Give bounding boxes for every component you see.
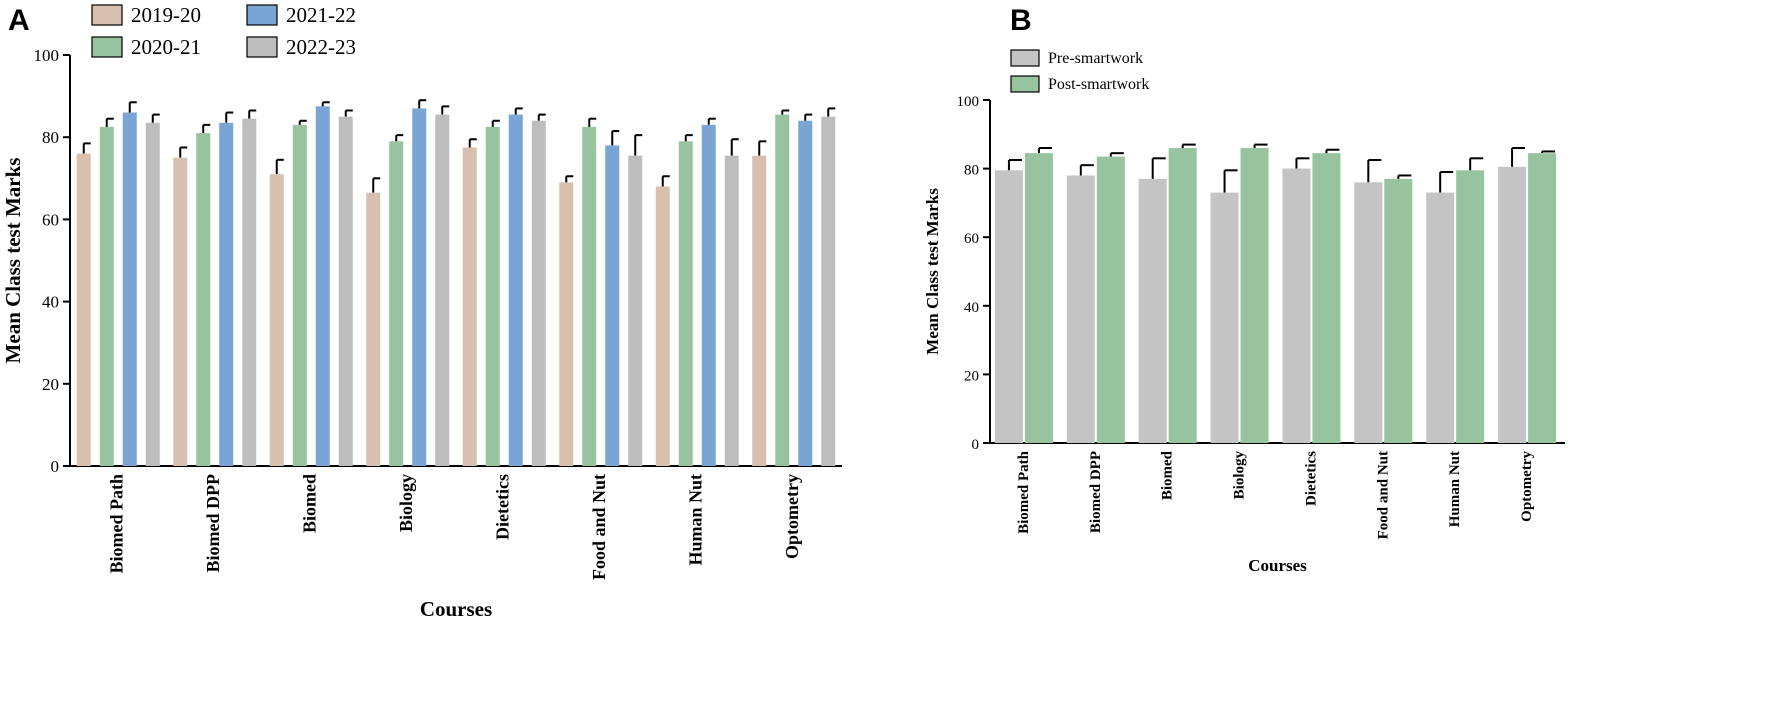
y-tick-label: 80 (42, 128, 59, 147)
bar (242, 118, 257, 466)
x-axis-title: Courses (1248, 556, 1307, 575)
bar (1354, 182, 1383, 443)
x-tick-label: Human Nut (1447, 451, 1463, 527)
bar (508, 114, 523, 466)
x-tick-label: Biomed (1160, 450, 1176, 500)
bar (1384, 178, 1413, 443)
legend-swatch (91, 36, 123, 58)
bar (366, 192, 381, 466)
x-tick-label: Biology (396, 474, 416, 532)
bar (1456, 170, 1485, 443)
bar (559, 182, 574, 466)
bar (315, 106, 330, 466)
bar (1282, 168, 1311, 443)
panel-label-a: A (8, 4, 30, 37)
bar (99, 126, 114, 467)
bar (338, 116, 353, 467)
legend-label: Pre-smartwork (1048, 50, 1143, 67)
bar (485, 126, 500, 467)
x-tick-label: Optometry (1519, 451, 1535, 522)
bar (1426, 192, 1455, 443)
legend-swatch (91, 4, 123, 26)
bar (76, 153, 91, 466)
y-tick-label: 60 (964, 231, 979, 247)
bar (412, 108, 427, 467)
bar (655, 186, 670, 466)
bar (1240, 148, 1269, 443)
x-tick-label: Dietetics (1303, 451, 1319, 506)
bar (389, 141, 404, 466)
legend-label: 2021-22 (286, 3, 356, 27)
x-tick-label: Biomed DPP (203, 474, 223, 573)
bar (122, 112, 137, 466)
bar (173, 157, 188, 466)
x-tick-label: Optometry (782, 474, 802, 559)
bar (292, 124, 307, 467)
bar (145, 122, 160, 466)
bar (821, 116, 836, 467)
bar (701, 124, 716, 467)
x-tick-label: Biomed Path (106, 474, 126, 574)
bar (531, 120, 546, 466)
y-tick-label: 100 (957, 94, 980, 110)
bar (269, 174, 284, 466)
legend-swatch (1010, 75, 1040, 93)
bar (1096, 156, 1125, 443)
bar (582, 126, 597, 467)
bar (1498, 166, 1527, 443)
x-axis-title: Courses (420, 597, 492, 621)
x-tick-label: Human Nut (685, 474, 705, 566)
legend-label: 2022-23 (286, 35, 356, 59)
bar (219, 122, 234, 466)
x-tick-label: Biomed Path (1016, 450, 1032, 534)
y-tick-label: 60 (42, 210, 59, 229)
bar (724, 155, 739, 466)
x-tick-label: Food and Nut (1375, 451, 1391, 539)
x-tick-label: Biology (1232, 451, 1248, 500)
y-axis-title: Mean Class test Marks (923, 188, 942, 355)
x-tick-label: Biomed (299, 474, 319, 533)
bar (775, 114, 790, 466)
legend-label: 2019-20 (131, 3, 201, 27)
bar (1312, 153, 1341, 444)
bar (196, 133, 211, 466)
bar (1024, 153, 1053, 444)
panel-label-b: B (1010, 4, 1032, 37)
bar (994, 170, 1023, 443)
legend-label: 2020-21 (131, 35, 201, 59)
legend-swatch (246, 4, 278, 26)
bar (1210, 192, 1239, 443)
bar (628, 155, 643, 466)
legend-label: Post-smartwork (1048, 76, 1149, 93)
x-tick-label: Food and Nut (589, 474, 609, 580)
y-tick-label: 40 (964, 300, 979, 316)
bar (1066, 175, 1095, 443)
bar (1138, 178, 1167, 443)
bar (1168, 148, 1197, 443)
panel-b: 0 20 40 60 80 100 Biomed Path Biomed DPP Biomed B… (923, 49, 1565, 575)
y-tick-label: 0 (972, 437, 980, 453)
y-tick-label: 20 (42, 375, 59, 394)
legend-swatch (246, 36, 278, 58)
y-tick-label: 100 (34, 46, 60, 65)
y-axis-title: Mean Class test Marks (1, 158, 25, 364)
bar (462, 147, 477, 466)
y-tick-label: 40 (42, 293, 59, 312)
bar (798, 120, 813, 466)
bar (605, 145, 620, 467)
y-tick-label: 80 (964, 163, 979, 179)
bar (678, 141, 693, 466)
bar (435, 114, 450, 466)
y-tick-label: 20 (964, 368, 979, 384)
panel-a: 0 20 40 60 80 100 Biomed Path Biomed DPP Biomed B… (1, 3, 842, 621)
bar (752, 155, 767, 466)
legend-swatch (1010, 49, 1040, 67)
bar (1528, 153, 1557, 444)
x-tick-label: Biomed DPP (1088, 451, 1104, 533)
y-tick-label: 0 (51, 457, 60, 476)
x-tick-label: Dietetics (492, 474, 512, 540)
